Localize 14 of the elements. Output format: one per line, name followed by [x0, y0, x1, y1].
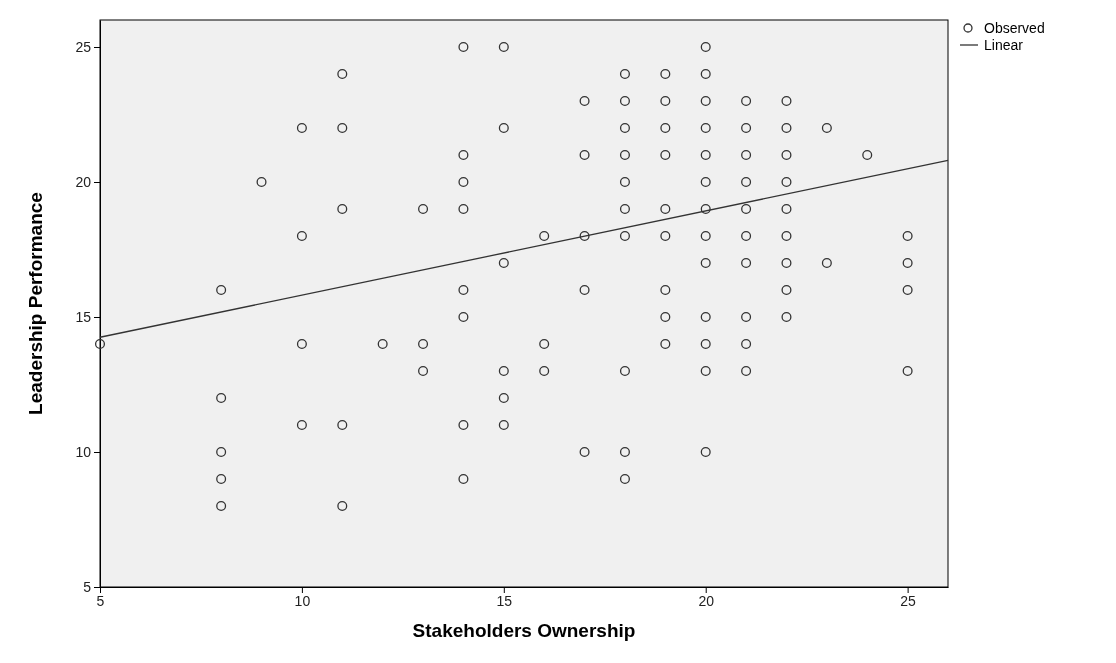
x-tick-label: 5: [96, 592, 105, 609]
y-tick-label: 10: [75, 443, 92, 460]
legend-label: Observed: [984, 19, 1045, 36]
x-tick-label: 15: [496, 592, 513, 609]
y-tick-label: 25: [75, 38, 92, 55]
x-tick-label: 20: [698, 592, 715, 609]
x-axis-title: Stakeholders Ownership: [412, 620, 636, 641]
y-axis-title: Leadership Performance: [25, 192, 46, 415]
x-tick-label: 25: [900, 592, 917, 609]
y-tick-label: 5: [83, 578, 92, 595]
y-tick-label: 15: [75, 308, 92, 325]
y-tick-label: 20: [75, 173, 92, 190]
legend-label: Linear: [984, 36, 1024, 53]
x-tick-label: 10: [294, 592, 311, 609]
